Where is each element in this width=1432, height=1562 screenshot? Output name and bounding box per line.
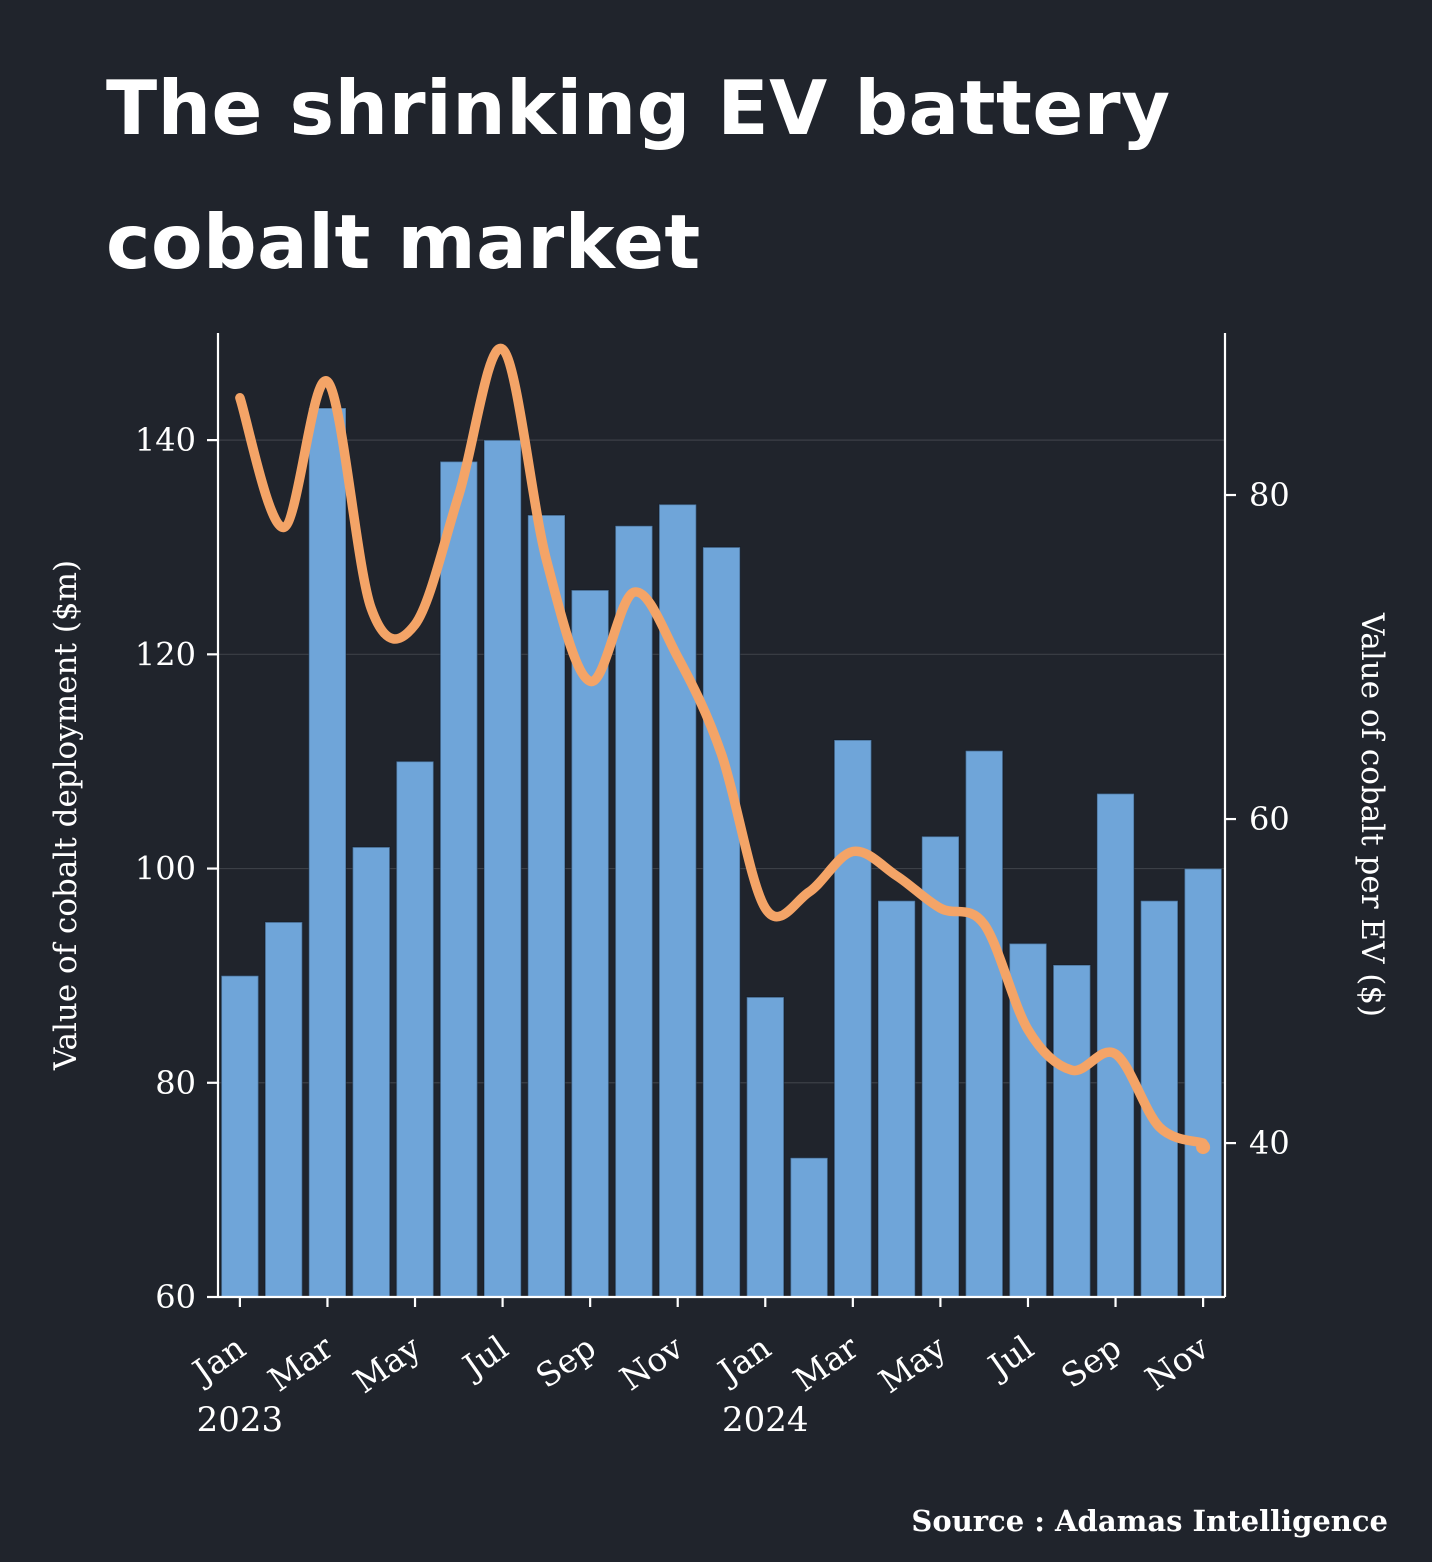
chart-area: 60 80 100 120 140 40 60 80 Jan Mar May Jul Sep Nov Jan…	[0, 315, 1432, 1489]
chart-title-line1: The shrinking EV battery	[106, 64, 1171, 152]
bar-aug-2024	[1052, 964, 1092, 1298]
bar-apr-2024	[877, 899, 916, 1298]
chart-title-line2: cobalt market	[106, 197, 701, 286]
x-axis-month-label: May	[872, 1327, 954, 1401]
left-axis-tick-label: 140	[135, 421, 196, 459]
right-axis-title: Value of cobalt per EV ($)	[1354, 612, 1390, 1017]
bar-jun-2024	[964, 749, 1004, 1298]
bar-aug-2023	[527, 514, 566, 1298]
bar-sep-2024	[1096, 792, 1135, 1298]
x-axis-month-label: Jan	[709, 1328, 778, 1393]
left-axis-tick-label: 60	[155, 1278, 196, 1316]
bar-may-2023	[395, 760, 435, 1298]
left-axis-tick-label: 100	[135, 850, 196, 888]
year-label: 2024	[722, 1400, 809, 1440]
bar-mar-2023	[308, 407, 347, 1298]
bar-sep-2023	[570, 589, 610, 1298]
chart-title: The shrinking EV battery cobalt market	[0, 0, 1432, 309]
right-axis-tick-label: 80	[1249, 476, 1290, 514]
x-axis-month-label: Mar	[786, 1327, 865, 1399]
bar-jul-2023	[483, 439, 522, 1298]
left-axis-title: Value of cobalt deployment ($m)	[48, 560, 84, 1071]
bar-jan-2023	[220, 974, 260, 1298]
x-axis-month-label: Mar	[261, 1327, 340, 1399]
right-axis-tick-label: 40	[1249, 1124, 1290, 1162]
right-axis-tick-label: 60	[1249, 800, 1290, 838]
bar-dec-2023	[702, 546, 741, 1298]
year-label: 2023	[197, 1400, 284, 1440]
bar-feb-2023	[264, 921, 304, 1298]
bar-feb-2024	[789, 1157, 829, 1298]
x-axis-month-label: Nov	[613, 1327, 691, 1398]
x-axis-month-label: Jul	[453, 1328, 515, 1388]
line-end-dot	[1196, 1140, 1211, 1155]
bar-oct-2023	[614, 525, 654, 1298]
bar-nov-2024	[1183, 867, 1223, 1298]
left-axis-tick-label: 80	[155, 1064, 196, 1102]
trend-line	[235, 343, 1208, 1148]
left-axis-tick-label: 120	[135, 635, 196, 673]
bar-jun-2023	[439, 460, 479, 1298]
x-axis-month-label: Nov	[1138, 1327, 1216, 1398]
x-axis-month-label: Jul	[979, 1328, 1041, 1388]
bar-apr-2023	[351, 846, 391, 1298]
source-credit: Source : Adamas Intelligence	[911, 1504, 1388, 1538]
bar-mar-2024	[833, 739, 873, 1298]
x-axis-month-label: Sep	[1054, 1328, 1128, 1396]
bar-jan-2024	[745, 996, 785, 1298]
x-axis-month-label: May	[346, 1327, 428, 1401]
x-axis-month-label: Sep	[529, 1328, 603, 1396]
x-axis-month-label: Jan	[183, 1328, 252, 1393]
